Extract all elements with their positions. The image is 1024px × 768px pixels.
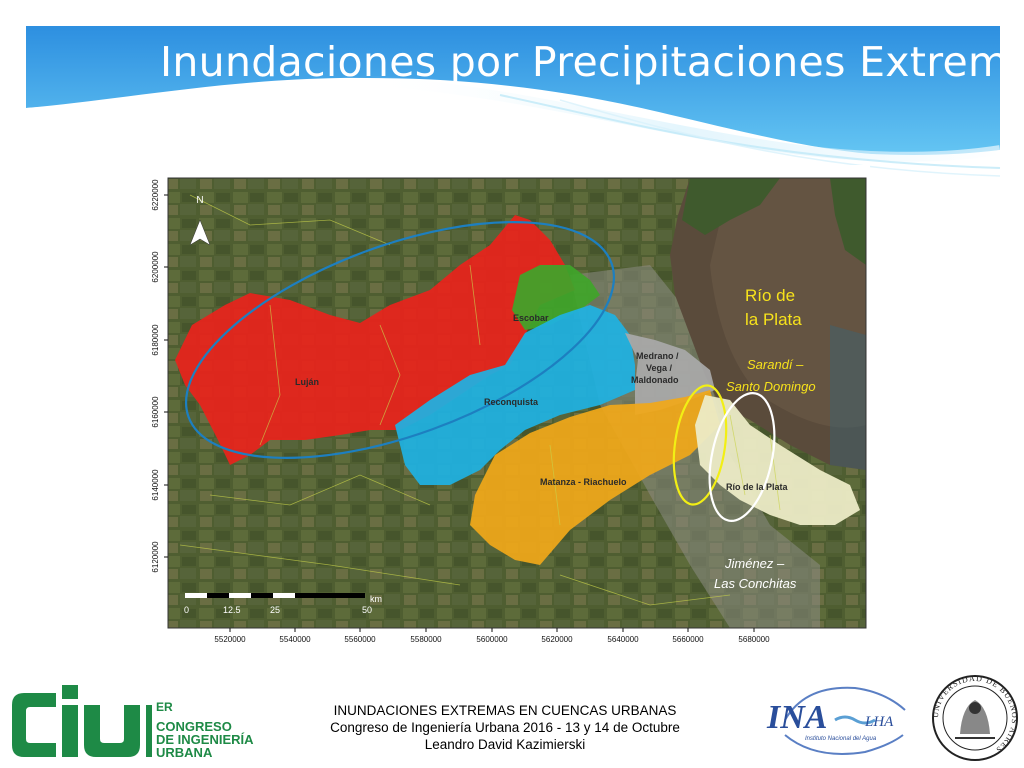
map-figure: N km 0 12.5 25 50 Luján Escobar Reconqui… [130, 165, 870, 647]
y-tick-label: 6140000 [151, 469, 160, 501]
y-axis: 6220000 6200000 6180000 6160000 6140000 … [151, 179, 168, 573]
ina-logo: INA LHA Instituto Nacional del Agua [766, 686, 906, 755]
footer-line-3: Leandro David Kazimierski [424, 737, 586, 752]
uba-seal-logo: UNIVERSIDAD DE BUENOS AIRES [931, 674, 1018, 761]
jimenez-label-line-1: Jiménez – [724, 556, 785, 571]
scale-unit: km [370, 594, 382, 604]
x-tick-label: 5540000 [279, 635, 311, 644]
scale-label-50: 50 [362, 605, 372, 615]
basin-matanza-area [470, 390, 720, 565]
river-label-line-1: Río de [745, 286, 795, 305]
scale-bar: km 0 12.5 25 50 [184, 593, 382, 615]
sarandi-label-line-2: Santo Domingo [726, 379, 816, 394]
scale-label-0: 0 [184, 605, 189, 615]
ina-sub: LHA [864, 714, 894, 730]
y-tick-label: 6200000 [151, 251, 160, 283]
footer-line-2: Congreso de Ingeniería Urbana 2016 - 13 … [330, 720, 680, 735]
basin-label-medrano-2: Vega / [646, 363, 673, 373]
scale-label-25: 25 [270, 605, 280, 615]
slide-title: Inundaciones por Precipitaciones Extrema… [160, 38, 1024, 86]
basin-reconquista-area [395, 305, 635, 485]
ciu-line-1: CONGRESO [156, 719, 232, 734]
basin-label-reconquista: Reconquista [484, 397, 539, 407]
jimenez-label-line-2: Las Conchitas [714, 576, 797, 591]
ciu-line-2: DE INGENIERÍA [156, 732, 254, 747]
ciu-superscript: ER [156, 700, 173, 714]
basin-rio-de-la-plata-area [695, 395, 860, 525]
basin-escobar-area [512, 265, 600, 330]
header-banner [26, 26, 1001, 180]
scale-label-12-5: 12.5 [223, 605, 241, 615]
ina-caption: Instituto Nacional del Agua [805, 736, 877, 742]
basin-label-rio-de-la-plata: Río de la Plata [726, 482, 789, 492]
flood-basins-map: N km 0 12.5 25 50 Luján Escobar Reconqui… [130, 165, 870, 647]
y-tick-label: 6120000 [151, 541, 160, 573]
x-tick-label: 5620000 [541, 635, 573, 644]
ina-mark: INA [766, 699, 827, 736]
x-tick-label: 5520000 [214, 635, 246, 644]
sarandi-label-line-1: Sarandí – [747, 357, 804, 372]
y-tick-label: 6220000 [151, 179, 160, 211]
y-tick-label: 6160000 [151, 396, 160, 428]
x-tick-label: 5680000 [738, 635, 770, 644]
basin-label-escobar: Escobar [513, 313, 549, 323]
basin-lujan-area [175, 215, 575, 465]
sarandi-highlight-ellipse [672, 384, 728, 506]
jimenez-highlight-ellipse [708, 392, 776, 522]
x-tick-label: 5580000 [410, 635, 442, 644]
basin-label-medrano-1: Medrano / [636, 351, 679, 361]
x-tick-label: 5600000 [476, 635, 508, 644]
basin-label-medrano-3: Maldonado [631, 375, 679, 385]
basin-label-lujan: Luján [295, 377, 319, 387]
x-axis: 5520000 5540000 5560000 5580000 5600000 … [214, 628, 770, 644]
x-tick-label: 5560000 [344, 635, 376, 644]
ciu-line-3: URBANA [156, 745, 213, 760]
y-tick-label: 6180000 [151, 324, 160, 356]
north-label: N [196, 195, 203, 206]
footer-line-1: INUNDACIONES EXTREMAS EN CUENCAS URBANAS [333, 703, 677, 718]
x-tick-label: 5660000 [672, 635, 704, 644]
lujan-highlight-ellipse [184, 221, 616, 459]
footer-caption: INUNDACIONES EXTREMAS EN CUENCAS URBANAS… [290, 702, 720, 753]
river-label-line-2: la Plata [745, 310, 802, 329]
north-arrow-icon: N [189, 195, 211, 246]
ciu-congress-logo: ER CONGRESO DE INGENIERÍA URBANA [12, 685, 254, 760]
x-tick-label: 5640000 [607, 635, 639, 644]
basin-label-matanza: Matanza - Riachuelo [540, 477, 627, 487]
